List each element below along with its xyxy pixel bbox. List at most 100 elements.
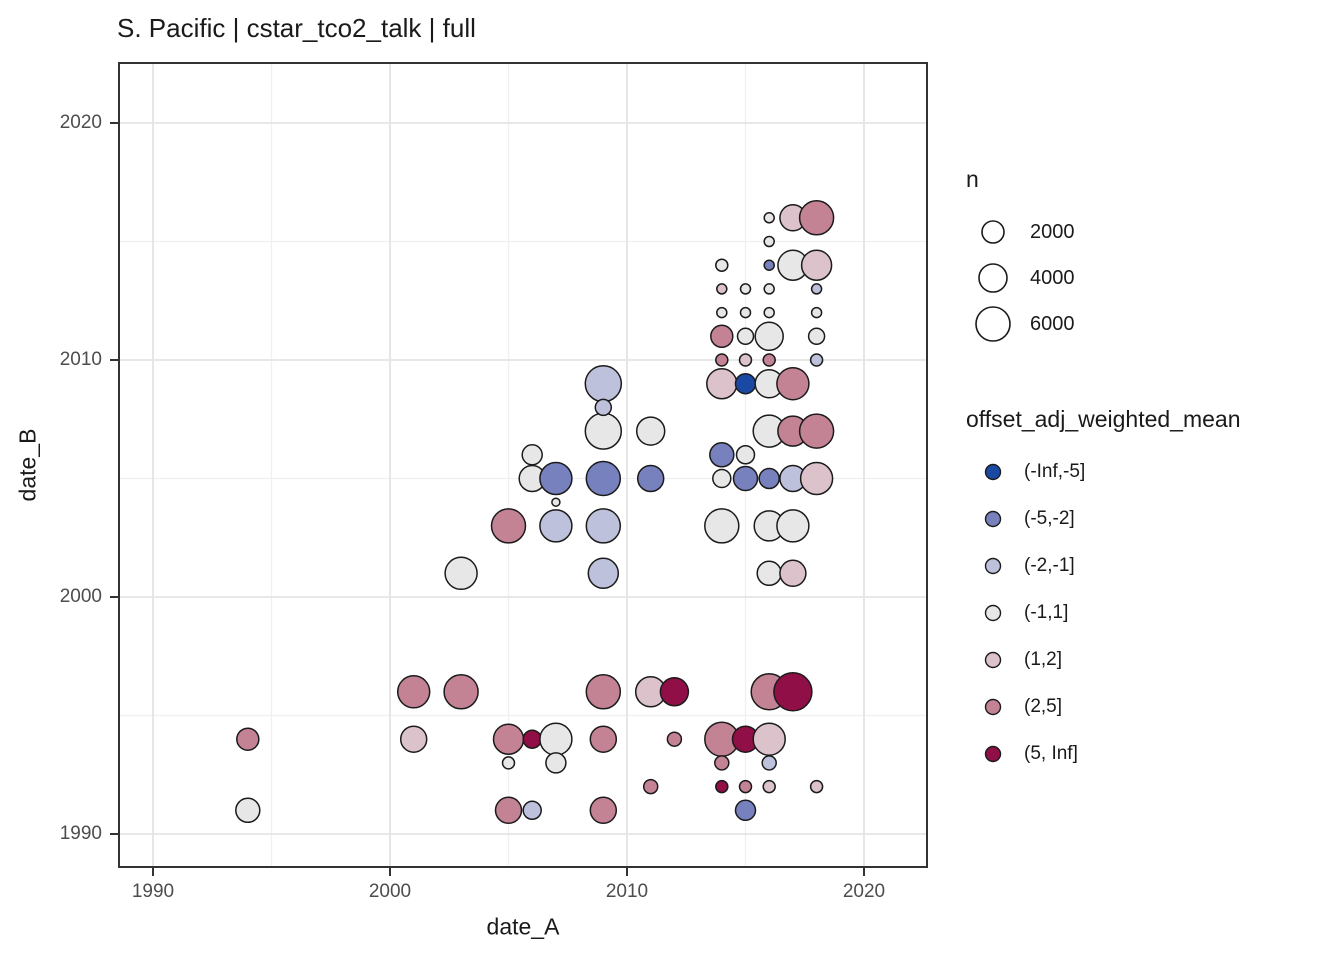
- data-point: [522, 800, 542, 821]
- size-legend-key-circle: [981, 220, 1005, 244]
- y-tick-label: 2020: [59, 112, 102, 133]
- color-legend-key-dot: [984, 651, 1002, 669]
- size-legend-key-circle: [978, 263, 1008, 293]
- data-point: [758, 467, 780, 490]
- y-tick-label: 2010: [59, 349, 102, 370]
- data-point: [798, 200, 835, 236]
- data-point: [714, 755, 730, 771]
- size-legend-key-circle: [975, 306, 1011, 342]
- size-legend-title: n: [966, 166, 979, 192]
- data-point: [734, 799, 757, 822]
- panel-border: [118, 62, 928, 868]
- data-point: [810, 283, 823, 295]
- data-point: [739, 283, 752, 295]
- data-point: [776, 509, 810, 543]
- data-point: [735, 445, 756, 465]
- color-legend-label: (-2,-1]: [1024, 555, 1075, 576]
- y-tick-mark: [110, 833, 118, 835]
- data-point: [522, 729, 542, 749]
- data-point: [807, 327, 826, 346]
- x-tick-label: 1990: [131, 881, 175, 902]
- data-point: [501, 756, 516, 770]
- y-axis-title: date_B: [14, 428, 41, 502]
- data-point: [779, 559, 807, 588]
- data-point: [584, 364, 623, 403]
- data-point: [809, 779, 824, 794]
- size-legend-label: 6000: [1030, 313, 1075, 335]
- size-legend-label: 2000: [1030, 221, 1075, 243]
- data-point: [584, 412, 623, 450]
- data-point: [396, 675, 431, 709]
- x-tick-label: 2000: [368, 881, 412, 902]
- data-point: [236, 727, 260, 751]
- data-point: [754, 321, 784, 352]
- data-point: [706, 367, 738, 400]
- data-point: [762, 779, 776, 794]
- x-axis-title: date_A: [486, 913, 560, 940]
- color-legend-key-dot: [984, 604, 1002, 622]
- color-legend-label: (-Inf,-5]: [1024, 461, 1086, 482]
- data-point: [761, 755, 777, 771]
- data-point: [716, 306, 728, 319]
- data-point: [443, 674, 479, 710]
- color-legend-label: (-5,-2]: [1024, 508, 1075, 529]
- color-legend-label: (1,2]: [1024, 649, 1063, 670]
- color-legend-key-dot: [984, 698, 1002, 716]
- x-tick-mark: [626, 868, 628, 876]
- data-point: [736, 327, 755, 346]
- data-point: [715, 779, 729, 794]
- x-tick-mark: [152, 868, 154, 876]
- y-tick-mark: [110, 596, 118, 598]
- data-point: [776, 366, 810, 401]
- data-point: [763, 283, 775, 295]
- color-legend-label: (5, Inf]: [1024, 743, 1078, 764]
- data-point: [594, 398, 613, 417]
- x-tick-label: 2010: [605, 881, 649, 902]
- data-point: [539, 461, 573, 496]
- data-point: [539, 722, 573, 756]
- y-tick-label: 1990: [59, 823, 102, 844]
- data-point: [642, 778, 659, 795]
- plot-title: S. Pacific | cstar_tco2_talk | full: [117, 13, 476, 43]
- data-point: [752, 722, 786, 756]
- data-point: [235, 797, 261, 824]
- data-point: [738, 779, 753, 794]
- data-point: [809, 353, 824, 367]
- data-point: [587, 557, 620, 590]
- x-tick-mark: [863, 868, 865, 876]
- data-point: [659, 677, 690, 707]
- data-point: [800, 249, 833, 281]
- scatter-plot-canvas: [118, 62, 928, 868]
- data-point: [709, 442, 735, 468]
- data-point: [585, 508, 622, 544]
- color-legend-key-dot: [984, 745, 1002, 763]
- data-point: [666, 731, 683, 747]
- data-point: [704, 508, 740, 544]
- data-point: [712, 468, 732, 489]
- data-point: [738, 353, 753, 367]
- data-point: [589, 796, 618, 825]
- data-point: [773, 672, 813, 712]
- data-point: [492, 723, 525, 755]
- data-point: [763, 235, 775, 248]
- data-point: [810, 306, 823, 319]
- data-point: [763, 212, 775, 224]
- data-point: [635, 416, 666, 446]
- x-tick-label: 2020: [842, 881, 886, 902]
- y-tick-mark: [110, 122, 118, 124]
- y-tick-label: 2000: [59, 586, 102, 607]
- data-point: [710, 324, 734, 349]
- data-point: [756, 560, 782, 587]
- y-tick-mark: [110, 359, 118, 361]
- data-point: [734, 372, 757, 395]
- color-legend-label: (2,5]: [1024, 696, 1063, 717]
- data-point: [715, 353, 729, 367]
- data-point: [636, 464, 665, 493]
- data-point: [732, 465, 759, 492]
- data-point: [799, 461, 834, 496]
- color-legend-key-dot: [984, 557, 1002, 575]
- data-point: [545, 752, 567, 774]
- color-legend-key-dot: [984, 463, 1002, 481]
- data-point: [716, 283, 728, 295]
